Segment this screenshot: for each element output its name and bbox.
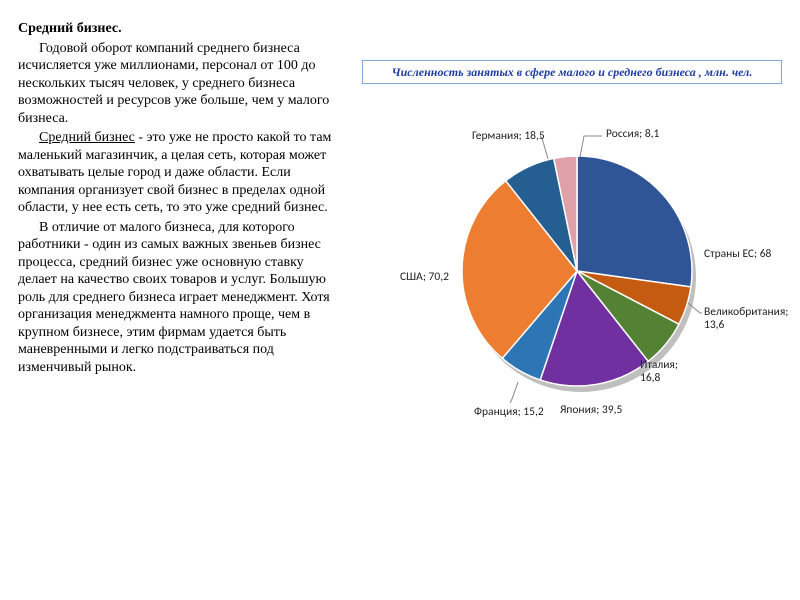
slice-label: Германия; 18,5 xyxy=(472,130,545,143)
chart-column: Численность занятых в сфере малого и сре… xyxy=(344,20,782,580)
slice-label: Япония; 39,5 xyxy=(560,404,622,417)
paragraph-1: Годовой оборот компаний среднего бизнеса… xyxy=(18,40,344,128)
heading: Средний бизнес. xyxy=(18,20,344,38)
slice-label: США; 70,2 xyxy=(400,271,449,284)
paragraph-2: Средний бизнес - это уже не просто какой… xyxy=(18,129,344,217)
slice-label: Италия; 16,8 xyxy=(640,359,678,384)
chart-title: Численность занятых в сфере малого и сре… xyxy=(362,60,782,84)
paragraph-2-lead: Средний бизнес xyxy=(39,130,135,145)
leader-line xyxy=(580,136,602,157)
pie-chart: Страны ЕС; 68Великобритания; 13,6Италия;… xyxy=(362,96,782,436)
text-column: Средний бизнес. Годовой оборот компаний … xyxy=(18,20,344,580)
paragraph-3: В отличие от малого бизнеса, для которог… xyxy=(18,219,344,377)
page: Средний бизнес. Годовой оборот компаний … xyxy=(0,0,800,600)
slice-label: Россия; 8,1 xyxy=(606,128,659,141)
leader-line xyxy=(510,382,518,403)
slice-label: Страны ЕС; 68 xyxy=(704,248,771,261)
pie-slice xyxy=(577,156,692,287)
slice-label: Великобритания; 13,6 xyxy=(704,306,788,331)
slice-label: Франция; 15,2 xyxy=(474,406,544,419)
